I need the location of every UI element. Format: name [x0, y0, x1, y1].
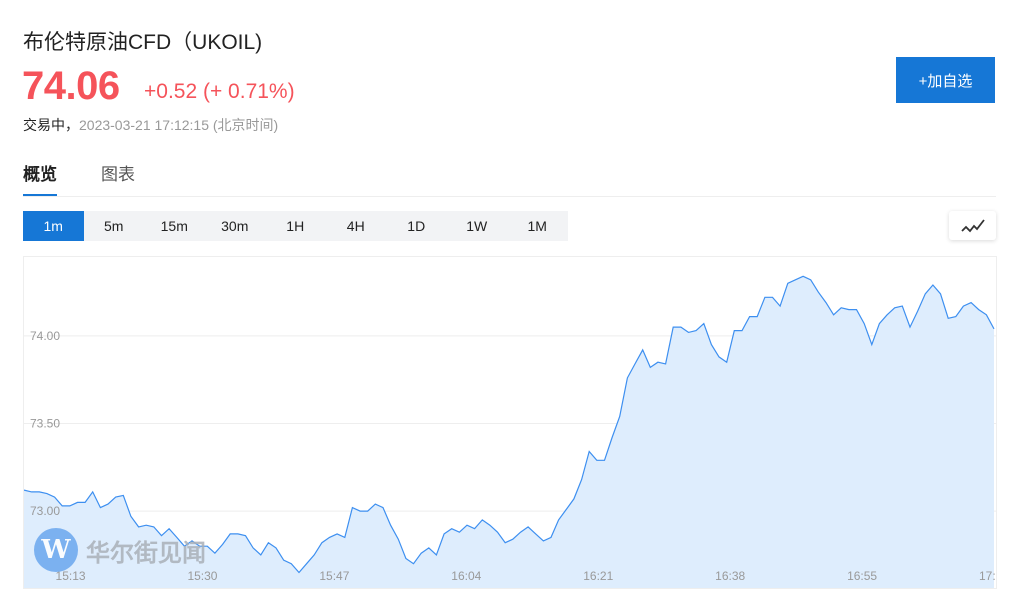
period-1d[interactable]: 1D	[407, 218, 426, 234]
x-tick-label: 17:12	[979, 569, 997, 583]
chart-svg: 73.00 73.50 74.00 15:13 15:30 15:47 16:04 16:21…	[24, 275, 997, 588]
x-tick-label: 16:04	[451, 569, 481, 583]
y-tick-label: 73.50	[30, 417, 60, 431]
period-15m[interactable]: 15m	[160, 218, 188, 234]
tabs: 概览 图表	[23, 160, 135, 197]
x-tick-label: 16:21	[583, 569, 613, 583]
watermark-text: 华尔街见闻	[86, 537, 206, 567]
line-chart-icon	[960, 218, 985, 232]
watermark: W 华尔街见闻	[34, 528, 206, 572]
add-watchlist-button[interactable]: +加自选	[896, 57, 995, 103]
price-change: +0.52 (+ 0.71%)	[144, 80, 295, 103]
x-tick-label: 15:47	[319, 569, 349, 583]
tab-overview[interactable]: 概览	[23, 160, 57, 197]
timestamp: 2023-03-21 17:12:15 (北京时间)	[79, 117, 279, 133]
divider	[23, 196, 996, 197]
x-tick-label: 15:13	[56, 569, 86, 583]
period-1h[interactable]: 1H	[286, 218, 305, 234]
period-30m[interactable]: 30m	[221, 218, 249, 234]
period-5m[interactable]: 5m	[104, 218, 124, 234]
period-1mo[interactable]: 1M	[527, 218, 547, 234]
chart-type-button[interactable]	[949, 211, 996, 240]
period-1m[interactable]: 1m	[23, 211, 84, 241]
last-price: 74.06	[22, 64, 120, 108]
x-tick-label: 16:55	[847, 569, 877, 583]
period-4h[interactable]: 4H	[346, 218, 365, 234]
instrument-title: 布伦特原油CFD（UKOIL)	[23, 31, 263, 54]
price-chart: 73.00 73.50 74.00 15:13 15:30 15:47 16:04 16:21…	[23, 256, 997, 589]
market-status: 交易中，2023-03-21 17:12:15 (北京时间)	[23, 115, 278, 135]
tab-chart[interactable]: 图表	[101, 165, 135, 184]
x-tick-label: 15:30	[187, 569, 217, 583]
y-tick-label: 74.00	[30, 329, 60, 343]
price-line	[24, 275, 995, 574]
area-fill	[24, 276, 994, 588]
period-1w[interactable]: 1W	[466, 218, 488, 234]
period-selector: 1m 5m 15m 30m 1H 4H 1D 1W 1M	[23, 211, 568, 241]
watermark-logo: W	[34, 528, 78, 572]
trading-status: 交易中，	[23, 117, 79, 133]
x-tick-label: 16:38	[715, 569, 745, 583]
y-tick-label: 73.00	[30, 504, 60, 518]
